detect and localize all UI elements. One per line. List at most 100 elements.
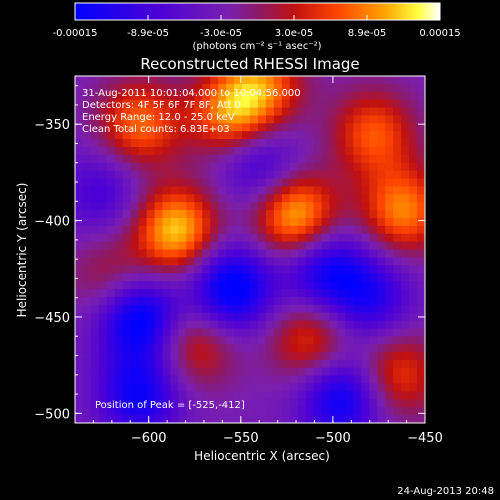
heatmap-cell bbox=[162, 178, 171, 187]
heatmap-cell bbox=[273, 76, 283, 85]
heatmap-cell bbox=[353, 154, 362, 164]
heatmap-cell bbox=[393, 99, 402, 108]
heatmap-cell bbox=[106, 344, 116, 353]
heatmap-cell bbox=[377, 328, 386, 337]
heatmap-cell bbox=[265, 296, 275, 306]
heatmap-cell bbox=[393, 162, 402, 172]
heatmap-cell bbox=[417, 407, 426, 416]
heatmap-cell bbox=[393, 241, 402, 250]
heatmap-cell bbox=[265, 210, 275, 219]
heatmap-cell bbox=[114, 273, 124, 282]
heatmap-cell bbox=[337, 249, 346, 258]
heatmap-cell bbox=[329, 415, 338, 424]
heatmap-cell bbox=[265, 241, 275, 250]
heatmap-cell bbox=[281, 367, 291, 377]
heatmap-cell bbox=[114, 265, 124, 274]
heatmap-cell bbox=[138, 320, 147, 329]
heatmap-cell bbox=[90, 76, 100, 85]
heatmap-cell bbox=[90, 99, 100, 108]
heatmap-cell bbox=[401, 99, 410, 108]
heatmap-cell bbox=[353, 304, 362, 313]
heatmap-cell bbox=[210, 194, 219, 203]
heatmap-cell bbox=[265, 107, 275, 116]
heatmap-cell bbox=[289, 265, 299, 274]
heatmap-cell bbox=[250, 154, 259, 164]
heatmap-cell bbox=[178, 123, 187, 132]
heatmap-cell bbox=[281, 194, 291, 203]
heatmap-cell bbox=[226, 83, 235, 93]
heatmap-cell bbox=[146, 367, 155, 377]
heatmap-cell bbox=[250, 107, 259, 116]
heatmap-cell bbox=[250, 312, 259, 321]
heatmap-cell bbox=[257, 359, 267, 369]
heatmap-cell bbox=[202, 107, 211, 116]
heatmap-cell bbox=[242, 344, 251, 353]
heatmap-cell bbox=[242, 375, 251, 384]
heatmap-cell bbox=[297, 83, 307, 93]
heatmap-cell bbox=[130, 352, 140, 361]
heatmap-cell bbox=[361, 178, 370, 187]
heatmap-cell bbox=[329, 123, 338, 132]
heatmap-cell bbox=[210, 115, 219, 124]
heatmap-cell bbox=[329, 249, 338, 258]
heatmap-cell bbox=[138, 257, 147, 266]
heatmap-cell bbox=[250, 202, 259, 211]
heatmap-cell bbox=[353, 123, 362, 132]
heatmap-cell bbox=[130, 202, 140, 211]
heatmap-cell bbox=[377, 375, 386, 384]
heatmap-cell bbox=[281, 83, 291, 93]
heatmap-cell bbox=[226, 415, 235, 424]
heatmap-cell bbox=[305, 359, 315, 369]
heatmap-cell bbox=[337, 320, 346, 329]
heatmap-cell bbox=[361, 281, 370, 290]
heatmap-cell bbox=[194, 107, 203, 116]
heatmap-cell bbox=[257, 328, 267, 337]
heatmap-cell bbox=[122, 375, 132, 384]
heatmap-cell bbox=[273, 123, 283, 132]
heatmap-cell bbox=[178, 91, 187, 101]
heatmap-cell bbox=[265, 265, 275, 274]
heatmap-cell bbox=[417, 359, 426, 369]
heatmap-cell bbox=[401, 352, 410, 361]
heatmap-cell bbox=[194, 352, 203, 361]
heatmap-cell bbox=[337, 344, 346, 353]
heatmap-cell bbox=[353, 312, 362, 321]
heatmap-cell bbox=[337, 115, 346, 124]
heatmap-cell bbox=[226, 91, 235, 101]
heatmap-cell bbox=[265, 178, 275, 187]
heatmap-cell bbox=[194, 391, 203, 400]
heatmap-cell bbox=[75, 91, 84, 101]
heatmap-cell bbox=[234, 399, 243, 408]
heatmap-cell bbox=[234, 312, 243, 321]
heatmap-cell bbox=[281, 265, 291, 274]
heatmap-cell bbox=[114, 131, 124, 140]
heatmap-cell bbox=[329, 391, 338, 400]
heatmap-cell bbox=[313, 273, 322, 282]
heatmap-cell bbox=[234, 415, 243, 424]
heatmap-cell bbox=[289, 241, 299, 250]
heatmap-cell bbox=[170, 139, 179, 148]
heatmap-cell bbox=[417, 146, 426, 156]
heatmap-cell bbox=[154, 225, 163, 235]
heatmap-cell bbox=[305, 139, 315, 148]
heatmap-cell bbox=[257, 76, 267, 85]
heatmap-cell bbox=[289, 391, 299, 400]
heatmap-cell bbox=[417, 257, 426, 266]
heatmap-cell bbox=[305, 367, 315, 377]
heatmap-cell bbox=[385, 194, 394, 203]
heatmap-cell bbox=[130, 399, 140, 408]
heatmap-cell bbox=[385, 273, 394, 282]
heatmap-cell bbox=[75, 170, 84, 179]
heatmap-cell bbox=[98, 217, 108, 227]
heatmap-cell bbox=[401, 146, 410, 156]
heatmap-cell bbox=[337, 304, 346, 313]
heatmap-cell bbox=[194, 170, 203, 179]
heatmap-cell bbox=[114, 146, 124, 156]
heatmap-cell bbox=[409, 83, 418, 93]
heatmap-cell bbox=[250, 391, 259, 400]
heatmap-cell bbox=[369, 76, 378, 85]
heatmap-cell bbox=[106, 154, 116, 164]
heatmap-cell bbox=[369, 139, 378, 148]
heatmap-cell bbox=[257, 194, 267, 203]
heatmap-cell bbox=[250, 281, 259, 290]
